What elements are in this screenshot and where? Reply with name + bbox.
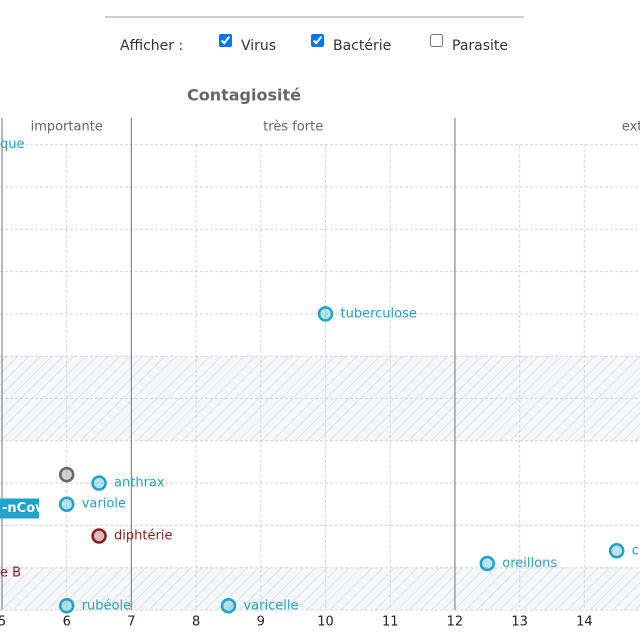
point-label: diphtérie <box>114 528 172 543</box>
x-tick-label: 10 <box>317 615 334 630</box>
point-label: c <box>632 543 639 558</box>
checkbox[interactable] <box>311 34 324 47</box>
point <box>58 496 75 512</box>
point-label: anthrax <box>114 476 165 491</box>
x-tick-label: 14 <box>576 615 593 630</box>
checkbox-label[interactable]: Bactérie <box>333 38 392 54</box>
point-label: varicelle <box>243 598 298 613</box>
band <box>0 567 640 610</box>
point <box>91 528 107 544</box>
point <box>91 475 107 491</box>
point-label: oreillons <box>502 556 557 571</box>
x-tick-label: 7 <box>127 615 135 630</box>
zone-label: extrême <box>622 120 640 135</box>
edge-label: e B <box>0 566 21 581</box>
x-tick-label: 13 <box>511 615 528 630</box>
x-tick-label: 6 <box>63 615 71 630</box>
checkbox-label[interactable]: Virus <box>241 38 277 54</box>
point-label: rubéole <box>82 598 131 613</box>
x-tick-label: 9 <box>257 615 265 630</box>
x-tick-label: 5 <box>0 615 6 630</box>
edge-label-box <box>0 498 39 519</box>
checkbox-label[interactable]: Parasite <box>452 38 509 54</box>
checkbox[interactable] <box>219 34 232 47</box>
point-label: variole <box>82 497 126 512</box>
zone-label: importante <box>31 120 103 135</box>
controls-label: Afficher : <box>120 38 184 54</box>
point-label: tuberculose <box>341 306 417 321</box>
zone-label: très forte <box>263 120 323 135</box>
chart-title: Contagiosité <box>187 86 301 105</box>
point <box>220 598 237 614</box>
x-tick-label: 11 <box>382 615 399 630</box>
point <box>58 598 75 614</box>
edge-label: que <box>0 137 25 152</box>
point <box>58 466 75 483</box>
point <box>317 306 334 322</box>
checkbox[interactable] <box>430 34 443 47</box>
edge-label: -nCov <box>2 501 44 516</box>
x-tick-label: 8 <box>192 615 200 630</box>
x-tick-label: 12 <box>447 615 464 630</box>
point <box>608 543 625 559</box>
point <box>479 555 496 572</box>
